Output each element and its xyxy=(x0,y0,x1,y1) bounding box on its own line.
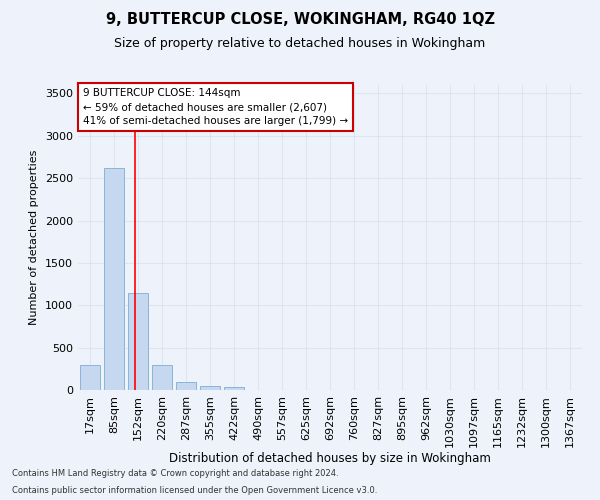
Bar xyxy=(200,386,220,390)
Text: 9 BUTTERCUP CLOSE: 144sqm
← 59% of detached houses are smaller (2,607)
41% of se: 9 BUTTERCUP CLOSE: 144sqm ← 59% of detac… xyxy=(83,88,348,126)
Bar xyxy=(80,366,100,390)
Text: Size of property relative to detached houses in Wokingham: Size of property relative to detached ho… xyxy=(115,38,485,51)
Bar xyxy=(152,364,172,390)
Bar xyxy=(128,292,148,390)
X-axis label: Distribution of detached houses by size in Wokingham: Distribution of detached houses by size … xyxy=(169,452,491,466)
Text: 9, BUTTERCUP CLOSE, WOKINGHAM, RG40 1QZ: 9, BUTTERCUP CLOSE, WOKINGHAM, RG40 1QZ xyxy=(106,12,494,28)
Bar xyxy=(176,382,196,390)
Bar xyxy=(104,168,124,390)
Y-axis label: Number of detached properties: Number of detached properties xyxy=(29,150,40,325)
Text: Contains public sector information licensed under the Open Government Licence v3: Contains public sector information licen… xyxy=(12,486,377,495)
Bar xyxy=(224,388,244,390)
Text: Contains HM Land Registry data © Crown copyright and database right 2024.: Contains HM Land Registry data © Crown c… xyxy=(12,468,338,477)
